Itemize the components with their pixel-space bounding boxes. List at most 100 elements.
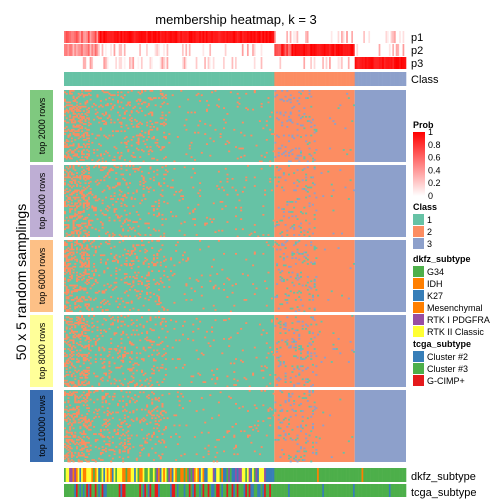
membership-cell [82,327,85,330]
dkfz-cell [111,468,114,482]
membership-cell [122,410,125,412]
tcga-cell [142,484,145,497]
membership-cell [125,273,128,275]
membership-cell [65,242,68,245]
membership-cell [284,378,287,381]
membership-cell [77,333,80,336]
membership-cell [301,327,304,330]
membership-cell [205,108,208,111]
membership-cell [137,297,140,300]
membership-cell [67,254,70,257]
membership-cell [311,203,314,206]
membership-cell [193,208,196,210]
membership-cell [87,154,90,157]
membership-cell [84,401,87,404]
membership-cell [122,356,125,359]
prob-cell [325,31,328,43]
membership-cell [276,356,279,359]
tcga-cell [171,484,174,497]
membership-cell [125,404,128,407]
membership-cell [151,123,154,125]
membership-cell [294,257,297,260]
membership-cell [69,323,72,326]
membership-cell [311,384,314,386]
membership-cell [159,301,162,304]
membership-cell [135,408,138,411]
membership-cell [235,215,238,218]
membership-cell [86,397,89,399]
prob-cell [373,44,376,56]
prob-cell [282,31,285,43]
membership-cell [98,457,101,460]
prob-cell [253,31,256,43]
membership-cell [294,242,297,245]
membership-cell [281,410,284,412]
membership-cell [164,123,167,125]
membership-cell [205,222,208,225]
membership-cell [265,287,268,290]
prob-cell [267,57,270,69]
membership-cell [293,410,296,412]
membership-cell [286,426,289,428]
membership-cell [75,306,78,308]
membership-cell [86,235,89,238]
membership-cell [158,336,161,339]
tcga-cell [117,484,120,497]
membership-cell [123,443,126,446]
membership-cell [276,342,279,345]
membership-cell [128,263,131,265]
membership-cell [72,345,75,347]
prob-cell [226,57,229,69]
prob-cell [317,31,320,43]
membership-cell [75,284,78,287]
membership-cell [108,411,111,414]
membership-cell [294,414,297,417]
membership-cell [277,307,280,310]
membership-cell [193,290,196,293]
prob-cell [188,31,191,43]
prob-cell [216,31,219,43]
membership-cell [144,114,147,117]
prob-cell [70,31,73,43]
dkfz-cell [221,468,224,482]
membership-cell [101,446,104,448]
prob-cell [257,44,260,56]
membership-cell [108,348,111,350]
membership-cell [74,436,77,438]
membership-cell [199,248,202,251]
membership-cell [288,140,291,143]
membership-cell [111,417,114,420]
tcga-cell [217,484,220,497]
prob-cell [270,31,273,43]
prob-cell [366,44,369,56]
membership-cell [79,372,82,375]
membership-cell [352,351,355,353]
membership-cell [139,156,142,158]
membership-cell [152,208,155,210]
membership-cell [140,175,143,177]
membership-cell [105,288,108,291]
prob-cell [235,57,238,69]
membership-cell [178,436,181,438]
membership-cell [113,333,116,336]
membership-cell [105,213,108,216]
membership-cell [223,189,226,192]
membership-cell [181,198,184,200]
membership-cell [77,323,80,326]
membership-cell [86,336,89,339]
membership-cell [241,405,244,408]
prob-cell [344,57,347,69]
membership-cell [64,219,67,222]
membership-cell [117,345,120,347]
membership-cell [339,104,342,107]
membership-cell [149,413,152,415]
membership-cell [134,385,137,388]
membership-cell [183,320,186,323]
membership-cell [65,361,68,363]
membership-cell [144,408,147,411]
membership-cell [74,369,77,372]
membership-cell [72,154,75,157]
membership-cell [103,166,106,169]
membership-cell [311,423,314,425]
membership-cell [120,423,123,425]
